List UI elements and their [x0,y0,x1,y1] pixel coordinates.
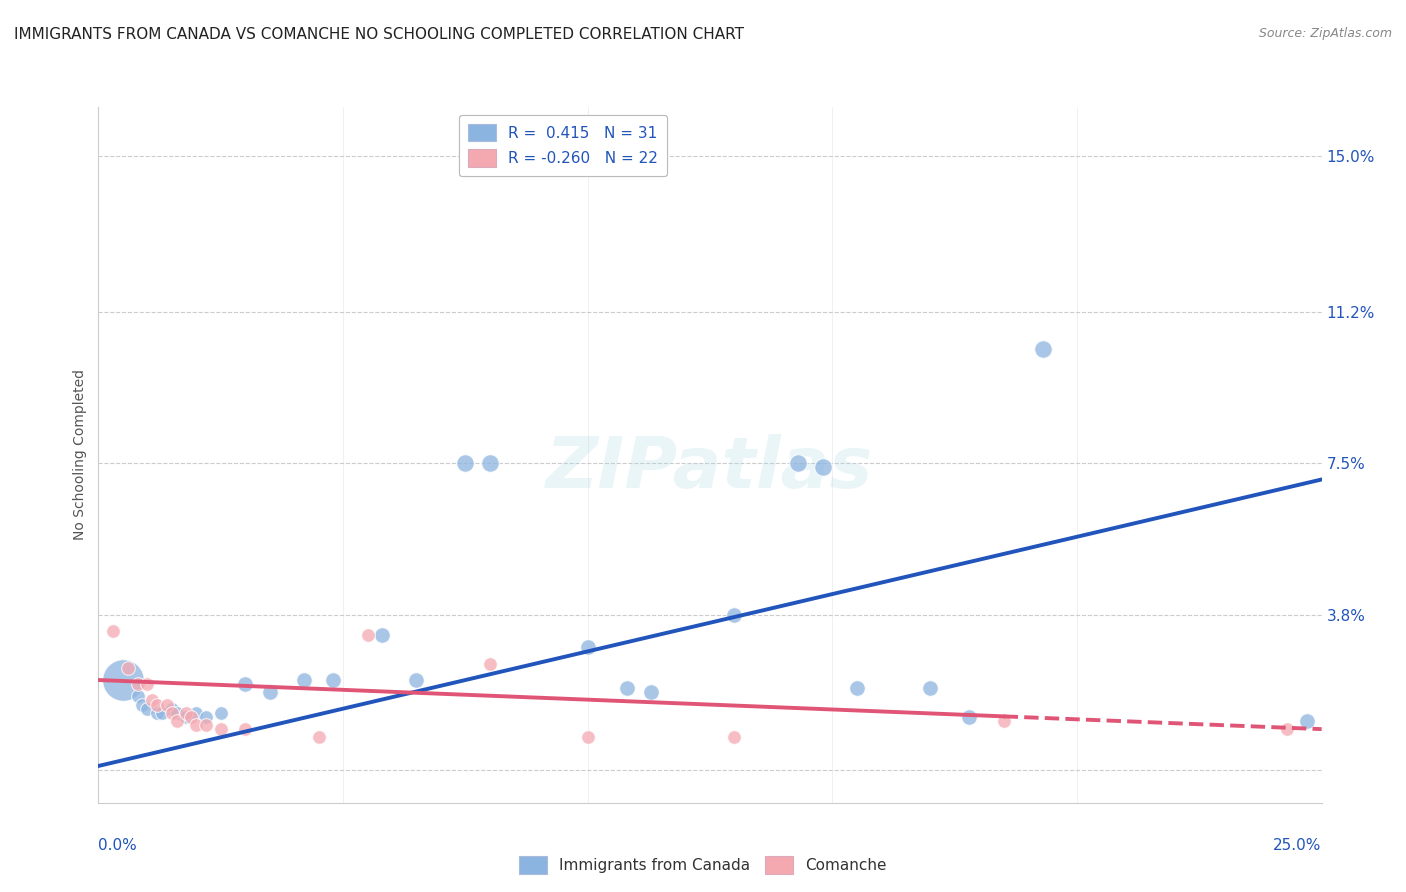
Point [176,706,198,720]
Point [141,693,163,707]
Point [101,624,124,638]
Point [1296,714,1319,728]
Point [195,718,218,732]
Point [166,714,188,728]
Point [150,706,173,720]
Text: Source: ZipAtlas.com: Source: ZipAtlas.com [1258,27,1392,40]
Point [993,714,1015,728]
Point [146,698,169,712]
Point [1032,342,1054,356]
Point [186,718,208,732]
Point [308,731,330,745]
Point [292,673,315,687]
Point [845,681,868,696]
Y-axis label: No Schooling Completed: No Schooling Completed [73,369,87,541]
Point [136,701,159,715]
Point [787,456,810,470]
Point [111,673,134,687]
Point [723,607,745,622]
Point [723,731,745,745]
Point [811,460,834,475]
Point [127,690,149,704]
Point [127,677,149,691]
Point [233,677,256,691]
Point [920,681,942,696]
Point [176,710,198,724]
Point [209,722,232,736]
Point [156,698,179,712]
Text: IMMIGRANTS FROM CANADA VS COMANCHE NO SCHOOLING COMPLETED CORRELATION CHART: IMMIGRANTS FROM CANADA VS COMANCHE NO SC… [14,27,744,42]
Point [166,706,188,720]
Legend: R =  0.415   N = 31, R = -0.260   N = 22: R = 0.415 N = 31, R = -0.260 N = 22 [460,115,668,176]
Legend: Immigrants from Canada, Comanche: Immigrants from Canada, Comanche [513,850,893,880]
Point [186,706,208,720]
Point [405,673,427,687]
Point [259,685,281,699]
Point [640,685,662,699]
Point [478,456,501,470]
Point [117,661,139,675]
Point [576,731,599,745]
Point [616,681,638,696]
Point [371,628,394,642]
Point [180,710,202,724]
Point [322,673,344,687]
Point [160,701,183,715]
Point [136,677,159,691]
Text: 0.0%: 0.0% [98,838,138,854]
Point [195,710,218,724]
Point [233,722,256,736]
Text: ZIPatlas: ZIPatlas [547,434,873,503]
Point [957,710,980,724]
Text: 25.0%: 25.0% [1274,838,1322,854]
Point [160,706,183,720]
Point [454,456,477,470]
Point [131,698,153,712]
Point [576,640,599,655]
Point [478,657,501,671]
Point [356,628,378,642]
Point [209,706,232,720]
Point [1277,722,1299,736]
Point [146,706,169,720]
